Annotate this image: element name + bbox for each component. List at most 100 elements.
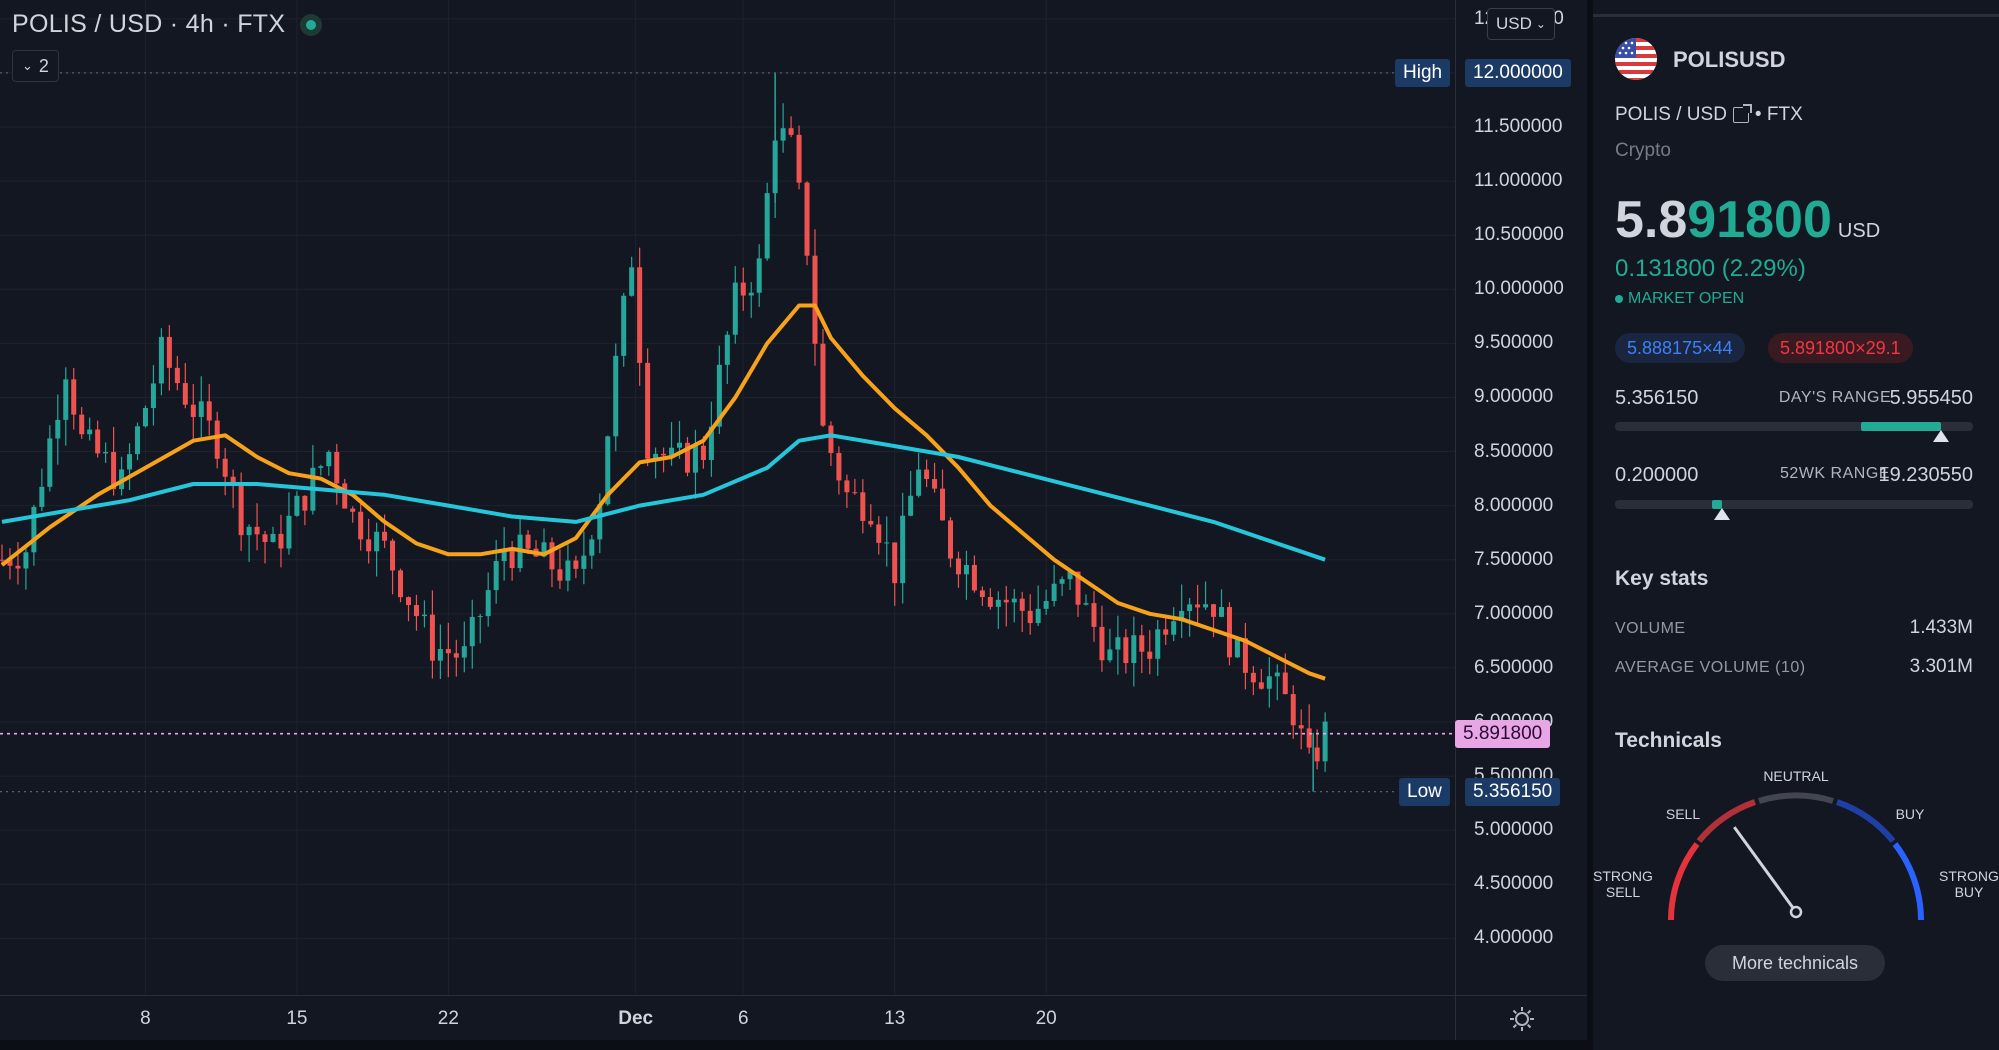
candle-body (1234, 638, 1240, 658)
symbol-legend[interactable]: POLIS / USD · 4h · FTX (12, 10, 286, 38)
candle-body (1099, 626, 1105, 661)
candle-body (509, 551, 515, 569)
52wk-range-marker-icon (1714, 508, 1731, 520)
gauge-neutral-arc (1758, 792, 1834, 804)
candle-body (1250, 672, 1256, 683)
avg-volume-value: 3.301M (1909, 656, 1973, 677)
candle-body (940, 488, 946, 521)
price-tick-label: 9.000000 (1474, 386, 1554, 408)
more-technicals-button[interactable]: More technicals (1705, 945, 1885, 981)
candle-body (358, 511, 364, 540)
candle-body (39, 486, 45, 507)
days-range-bar (1615, 422, 1973, 442)
candle-body (1195, 604, 1201, 608)
candle-body (95, 429, 101, 454)
pair-link[interactable]: POLIS / USD (1615, 104, 1727, 125)
candle-body (597, 504, 603, 540)
candle-body (1226, 607, 1232, 658)
candle-body (1003, 599, 1009, 603)
currency-button[interactable]: USD ⌄ (1487, 8, 1555, 40)
candle-body (860, 492, 866, 521)
chart-pane[interactable]: POLIS / USD · 4h · FTX ⌄ 2 (0, 0, 1455, 995)
candle-body (629, 267, 635, 296)
technicals-title: Technicals (1615, 729, 1722, 752)
candle-body (724, 334, 730, 365)
ma-line-orange (0, 303, 1326, 681)
candle-body (971, 564, 977, 591)
candle-body (421, 614, 427, 617)
candle-body (1067, 571, 1073, 580)
candle-body (740, 282, 746, 296)
candle-body (294, 495, 300, 516)
settings-icon[interactable] (1508, 1005, 1536, 1033)
candle-body (47, 438, 53, 487)
time-tick-label: 15 (286, 1008, 308, 1029)
candlestick-chart[interactable] (0, 0, 1455, 995)
candle-body (31, 506, 37, 553)
candle-body (326, 451, 332, 467)
candle-body (111, 452, 117, 490)
candle-body (222, 458, 228, 477)
candle-body (1211, 604, 1217, 617)
candle-body (1019, 598, 1025, 611)
candle-body (398, 570, 404, 598)
candle-body (573, 560, 579, 569)
gauge-sell-arc (1696, 799, 1757, 843)
indicators-collapse-button[interactable]: ⌄ 2 (12, 50, 59, 82)
panel-divider[interactable] (1587, 0, 1593, 1050)
market-status: MARKET OPEN (1615, 290, 1744, 308)
candle-body (198, 401, 204, 417)
price-tick-label: 8.000000 (1474, 494, 1554, 516)
volume-value: 1.433M (1909, 617, 1973, 638)
candle-body (716, 364, 722, 427)
external-link-icon[interactable] (1732, 103, 1752, 123)
price-tick-label: 10.500000 (1474, 224, 1564, 246)
price-tick-label: 11.000000 (1474, 170, 1563, 192)
key-stats-title: Key stats (1615, 567, 1709, 590)
52wk-range-bar (1615, 500, 1973, 520)
candle-body (924, 469, 930, 480)
candle-body (637, 267, 643, 363)
candle-body (987, 597, 993, 607)
candle-body (1155, 629, 1161, 659)
price-axis[interactable]: 12.50000011.50000011.00000010.50000010.0… (1455, 0, 1588, 995)
candle-body (1123, 637, 1129, 664)
candle-body (1282, 672, 1288, 695)
candle-body (796, 134, 802, 183)
52wk-range-title: 52WK RANGE (1780, 465, 1890, 482)
pair-line: POLIS / USD • FTX (1615, 103, 1803, 126)
candle-body (127, 454, 133, 470)
candle-body (374, 531, 380, 552)
last-price: 5.891800 USD (1615, 191, 1881, 249)
candle-body (645, 362, 651, 459)
candle-body (1242, 638, 1248, 673)
candle-body (836, 452, 842, 481)
candle-body (908, 495, 914, 516)
technicals-gauge[interactable] (1593, 740, 1999, 940)
time-axis[interactable]: 8 15 22 Dec 6 13 20 (0, 995, 1455, 1041)
price-tick-label: 9.500000 (1474, 332, 1554, 354)
candle-body (900, 515, 906, 584)
candle-body (1035, 608, 1041, 624)
candle-body (1163, 629, 1169, 635)
candle-body (493, 561, 499, 591)
price-tick-label: 7.000000 (1474, 602, 1554, 624)
market-status-dot (300, 14, 322, 36)
candle-body (1043, 600, 1049, 609)
candle-body (1219, 607, 1224, 617)
days-range-high: 5.955450 (1889, 387, 1973, 409)
symbol-name[interactable]: POLISUSD (1673, 47, 1786, 72)
candle-body (780, 128, 786, 141)
candle-body (828, 425, 834, 453)
price-tick-label: 7.500000 (1474, 548, 1554, 570)
avg-volume-label: AVERAGE VOLUME (10) (1615, 659, 1806, 676)
axis-settings-corner[interactable] (1455, 995, 1588, 1041)
gauge-neutral-label: NEUTRAL (1763, 768, 1829, 784)
candle-body (262, 534, 268, 542)
candle-body (413, 605, 419, 617)
candle-body (7, 560, 13, 566)
bottom-strip (0, 1040, 1587, 1050)
candle-body (87, 429, 93, 435)
gauge-buy-label: BUY (1895, 806, 1925, 822)
candle-body (437, 649, 443, 661)
